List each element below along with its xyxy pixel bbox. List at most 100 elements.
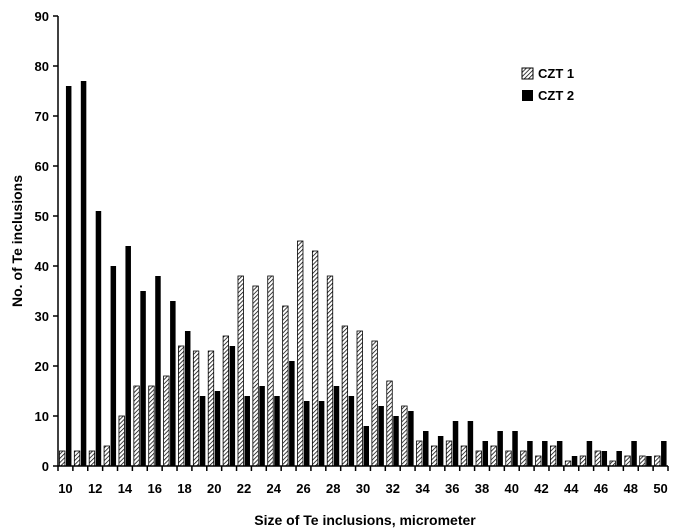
bar-czt-1-43: [550, 445, 557, 467]
y-tick-label-60: 60: [35, 159, 49, 174]
bar-czt-2-33: [408, 411, 414, 466]
bar-czt-1-16: [148, 385, 155, 467]
bar-czt-2-40: [512, 431, 518, 466]
bar-czt-1-48: [624, 455, 631, 467]
bar-czt-1-37: [460, 445, 468, 467]
x-tick-label-46: 46: [594, 481, 608, 496]
bar-czt-1-50: [654, 455, 661, 467]
x-tick-label-38: 38: [475, 481, 489, 496]
bar-czt-2-43: [556, 441, 563, 466]
legend-label-czt-2: CZT 2: [538, 88, 574, 103]
bar-czt-1-13: [103, 445, 110, 467]
bar-czt-2-20: [214, 391, 221, 466]
x-tick-label-20: 20: [207, 481, 221, 496]
legend-label-czt-1: CZT 1: [538, 66, 574, 81]
bar-czt-1-17: [163, 375, 170, 467]
bar-czt-2-42: [542, 441, 548, 466]
x-tick-label-24: 24: [266, 481, 281, 496]
bar-czt-2-38: [482, 441, 489, 466]
bar-czt-2-12: [95, 211, 102, 466]
bar-czt-1-10: [59, 450, 66, 467]
bar-czt-1-15: [133, 385, 140, 467]
x-tick-label-42: 42: [534, 481, 548, 496]
bar-czt-2-35: [437, 436, 444, 466]
bar-czt-2-14: [125, 246, 131, 466]
y-tick-label-30: 30: [35, 309, 49, 324]
bar-czt-2-46: [601, 451, 608, 466]
bar-czt-2-49: [646, 456, 652, 466]
y-tick-label-0: 0: [42, 459, 49, 474]
x-tick-label-30: 30: [356, 481, 370, 496]
bar-czt-1-22: [237, 275, 244, 467]
y-axis: 0 10 20 30 40 50 60 70 80 90: [35, 9, 59, 474]
bar-czt-1-34: [416, 440, 423, 467]
x-tick-label-12: 12: [88, 481, 102, 496]
bar-czt-2-30: [363, 426, 369, 466]
bar-czt-1-28: [326, 275, 334, 467]
bar-czt-2-41: [527, 441, 533, 466]
bar-czt-1-39: [490, 445, 497, 467]
x-tick-label-22: 22: [237, 481, 251, 496]
bar-czt-1-45: [579, 455, 587, 467]
bar-czt-1-19: [192, 350, 200, 467]
x-tick-label-26: 26: [296, 481, 310, 496]
bar-czt-2-17: [170, 301, 176, 466]
bar-czt-1-20: [207, 350, 215, 467]
x-tick-label-34: 34: [415, 481, 430, 496]
bar-czt-1-33: [401, 405, 408, 467]
bar-czt-1-42: [535, 455, 542, 467]
x-tick-label-48: 48: [624, 481, 638, 496]
legend: CZT 1 CZT 2: [521, 66, 574, 103]
bar-czt-2-36: [452, 421, 459, 466]
bar-czt-2-11: [80, 81, 87, 466]
bar-czt-1-23: [252, 285, 259, 467]
bar-czt-2-29: [348, 396, 355, 466]
bar-czt-2-15: [140, 291, 146, 466]
bar-czt-1-49: [639, 455, 646, 467]
bar-czt-2-25: [289, 361, 295, 466]
bar-czt-1-30: [356, 330, 363, 467]
bar-czt-1-11: [73, 450, 81, 467]
bar-czt-2-26: [303, 401, 310, 466]
bar-czt-2-45: [586, 441, 593, 466]
bar-czt-1-46: [594, 450, 601, 467]
x-tick-label-36: 36: [445, 481, 459, 496]
bar-czt-1-41: [520, 450, 527, 467]
x-tick-label-14: 14: [118, 481, 133, 496]
bar-czt-2-10: [65, 86, 72, 466]
bar-czt-1-31: [371, 340, 378, 467]
bar-czt-1-21: [222, 335, 230, 467]
bar-czt-2-28: [333, 386, 340, 466]
bar-czt-1-12: [88, 450, 96, 467]
bar-czt-2-47: [616, 451, 622, 466]
bar-czt-1-29: [341, 325, 349, 467]
y-tick-label-40: 40: [35, 259, 49, 274]
x-tick-label-10: 10: [58, 481, 72, 496]
bar-czt-2-22: [244, 396, 250, 466]
bar-czt-1-35: [430, 445, 438, 467]
bar-czt-2-34: [423, 431, 429, 466]
x-tick-label-28: 28: [326, 481, 340, 496]
bar-czt-2-39: [497, 431, 503, 466]
bar-czt-1-36: [445, 440, 453, 467]
x-tick-label-16: 16: [147, 481, 161, 496]
x-axis-title: Size of Te inclusions, micrometer: [254, 512, 476, 528]
bar-czt-1-24: [267, 275, 274, 467]
bar-czt-1-26: [297, 240, 304, 467]
y-tick-label-90: 90: [35, 9, 49, 24]
bar-czt-2-24: [274, 396, 280, 466]
x-tick-label-18: 18: [177, 481, 191, 496]
y-tick-label-50: 50: [35, 209, 49, 224]
bar-czt-2-50: [661, 441, 667, 466]
y-axis-title: No. of Te inclusions: [9, 175, 25, 307]
legend-swatch-czt-2: [522, 90, 533, 101]
bar-czt-2-32: [393, 416, 399, 466]
y-tick-label-10: 10: [35, 409, 49, 424]
bar-czt-1-18: [178, 345, 185, 467]
y-tick-label-20: 20: [35, 359, 49, 374]
bar-czt-2-18: [184, 331, 191, 466]
x-axis: 10 12 14 16 18 20 22 24 26 28 30 32 34 36 38 40 42 44 46 48…: [57, 465, 669, 496]
bar-czt-1-14: [118, 415, 125, 467]
x-tick-label-32: 32: [386, 481, 400, 496]
